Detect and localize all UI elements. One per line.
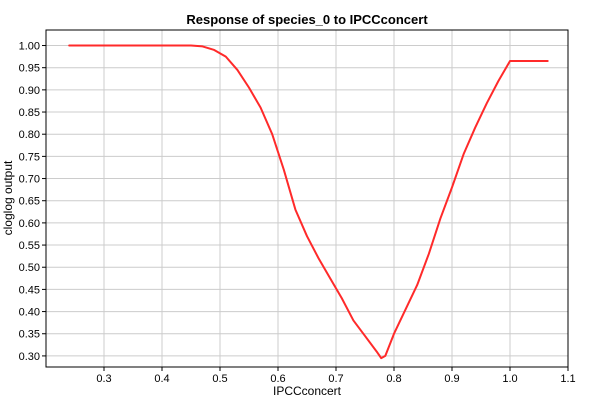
y-tick-label: 0.55 bbox=[19, 240, 40, 252]
x-axis-title: IPCCconcert bbox=[273, 384, 342, 398]
y-tick-label: 0.40 bbox=[19, 307, 40, 319]
y-tick-label: 0.60 bbox=[19, 218, 40, 230]
y-tick-label: 1.00 bbox=[19, 41, 40, 53]
x-tick-label: 0.3 bbox=[96, 373, 111, 385]
x-tick-label: 1.1 bbox=[560, 373, 575, 385]
x-tick-label: 0.7 bbox=[328, 373, 343, 385]
axis-ticks: 0.3 0.4 0.5 0.6 0.7 0.8 0.9 1.0 1.1 0.30 0.35 0.40 0… bbox=[19, 41, 576, 385]
y-tick-label: 0.35 bbox=[19, 329, 40, 341]
y-tick-label: 0.90 bbox=[19, 85, 40, 97]
gridlines bbox=[46, 30, 569, 367]
y-tick-label: 0.45 bbox=[19, 284, 40, 296]
y-tick-label: 0.70 bbox=[19, 174, 40, 186]
y-tick-label: 0.50 bbox=[19, 262, 40, 274]
chart-title: Response of species_0 to IPCCconcert bbox=[186, 12, 428, 27]
y-tick-label: 0.95 bbox=[19, 63, 40, 75]
y-tick-label: 0.65 bbox=[19, 196, 40, 208]
plot-frame bbox=[45, 29, 569, 368]
y-tick-label: 0.30 bbox=[19, 351, 40, 363]
x-tick-label: 0.9 bbox=[444, 373, 459, 385]
y-axis-title: cloglog output bbox=[1, 160, 15, 235]
x-tick-label: 1.0 bbox=[502, 373, 517, 385]
y-tick-label: 0.75 bbox=[19, 151, 40, 163]
x-tick-label: 0.4 bbox=[154, 373, 169, 385]
x-tick-label: 0.8 bbox=[386, 373, 401, 385]
x-tick-label: 0.5 bbox=[212, 373, 227, 385]
series-layer bbox=[68, 44, 549, 360]
x-tick-label: 0.6 bbox=[270, 373, 285, 385]
y-tick-label: 0.80 bbox=[19, 129, 40, 141]
y-tick-label: 0.85 bbox=[19, 107, 40, 119]
series-line-0 bbox=[68, 44, 549, 360]
